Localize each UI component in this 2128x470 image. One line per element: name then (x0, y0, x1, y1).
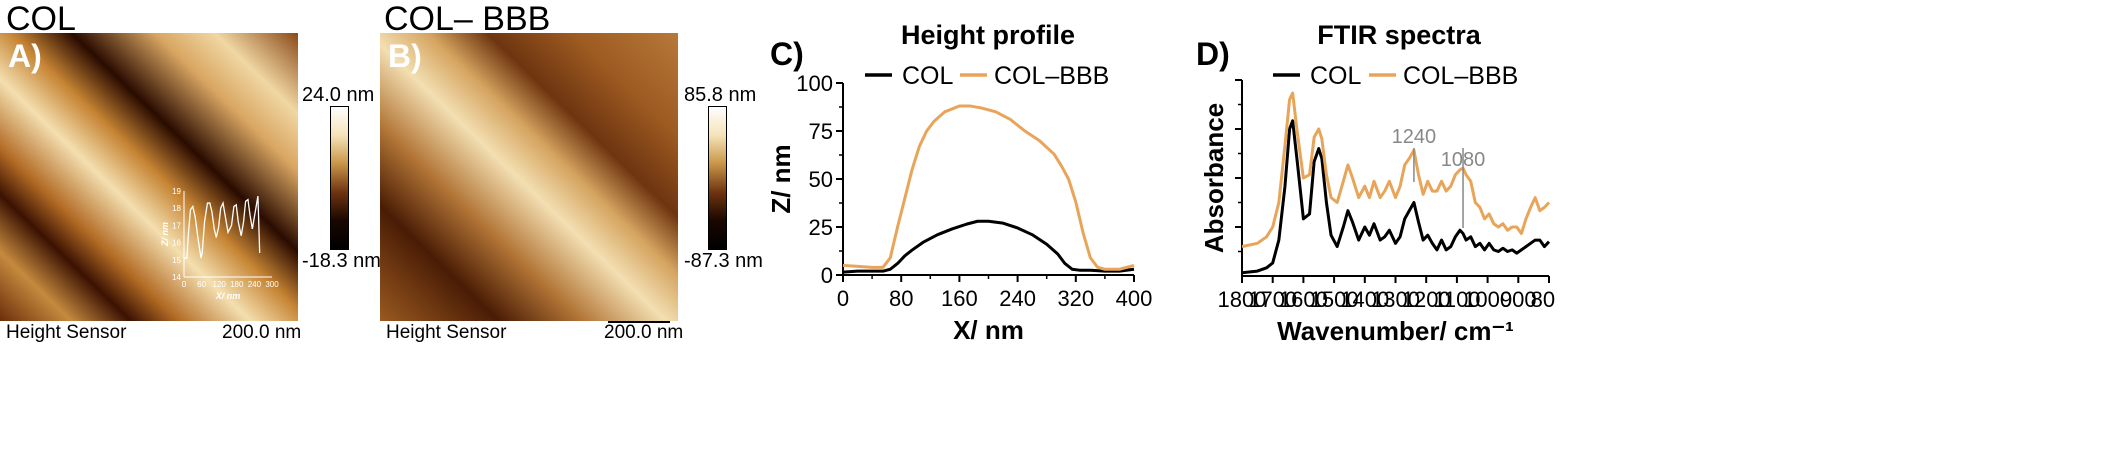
chart-d-x-tick-label: 900 (1500, 287, 1537, 312)
panel-c-letter: C) (770, 36, 804, 72)
chart-c-y-tick-label: 0 (821, 263, 833, 288)
panel-a-colorbar (330, 106, 349, 250)
inset-y-tick-label: 14 (172, 273, 181, 282)
chart-c-series-col (842, 219, 1135, 274)
chart-d-x-tick-label: 800 (1531, 287, 1555, 312)
inset-x-axis-label: X/ nm (215, 291, 241, 301)
chart-d-x-tick-label: 1800 (1218, 287, 1267, 312)
afm-image-col-bbb (380, 33, 678, 321)
chart-c-y-tick-label: 25 (809, 215, 833, 240)
chart-c-y-tick-label: 50 (809, 167, 833, 192)
inset-y-axis-label: Z/ nm (160, 222, 170, 247)
chart-c-x-tick-label: 160 (941, 286, 978, 311)
chart-c-x-tick-label: 400 (1116, 286, 1153, 311)
chart-d-legend-label-col-bbb: COL–BBB (1403, 62, 1518, 90)
inset-y-tick-label: 17 (172, 221, 181, 230)
chart-c-x-tick-label: 0 (837, 286, 849, 311)
chart-d-series-col-bbb (1241, 91, 1551, 249)
chart-d-x-axis-label: Wavenumber/ cm⁻¹ (1277, 316, 1514, 346)
chart-d-x-tick-label: 1500 (1310, 287, 1359, 312)
afm-image-col: 14 15 16 17 18 19 0 60 120 180 240 300 X/ nm Z/ nm (0, 33, 298, 321)
chart-c-title: Height profile (901, 20, 1075, 50)
afm-texture-col-bbb (380, 33, 678, 321)
chart-d-x-tick-label: 1200 (1402, 287, 1451, 312)
panel-a-footer-left: Height Sensor (6, 322, 127, 343)
chart-c-legend-label-col: COL (902, 62, 954, 90)
afm-texture-col (0, 33, 298, 321)
panel-b-colorbar-min: -87.3 nm (684, 250, 763, 272)
panel-a-colorbar-min: -18.3 nm (302, 250, 381, 272)
chart-c-x-tick-label: 320 (1057, 286, 1094, 311)
panel-b-colorbar-max: 85.8 nm (684, 84, 757, 106)
chart-d-legend-label-col: COL (1310, 62, 1362, 90)
chart-d-annotation-label-1240: 1240 (1392, 126, 1437, 148)
inset-y-tick-label: 19 (172, 187, 181, 196)
chart-c-legend-label-col-bbb: COL–BBB (994, 62, 1109, 90)
panel-a-scalebar-label: 200.0 nm (222, 322, 302, 343)
inset-x-tick-label: 300 (265, 280, 279, 289)
inset-y-tick-label: 15 (172, 256, 181, 265)
chart-c-series-col-bbb (842, 104, 1135, 271)
inset-y-tick-label: 16 (172, 239, 181, 248)
height-profile-chart: Height profile 0 25 50 75 100 0 80 160 240 320 400 X… (766, 20, 1153, 345)
panel-a-letter: A) (8, 38, 42, 74)
ftir-spectra-chart: FTIR spectra 1800170016001500140013001200… (1199, 20, 1555, 346)
chart-c-x-axis-label: X/ nm (953, 315, 1024, 345)
inset-x-tick-label: 240 (248, 280, 262, 289)
chart-d-series-col (1241, 119, 1551, 275)
chart-d-x-tick-label: 1000 (1463, 287, 1512, 312)
panel-b-colorbar (708, 106, 727, 250)
inset-profile-line (184, 196, 261, 259)
inset-x-tick-label: 180 (230, 280, 244, 289)
chart-d-title: FTIR spectra (1317, 20, 1482, 50)
chart-d-x-tick-label: 1400 (1340, 287, 1389, 312)
chart-d-x-tick-label: 1300 (1371, 287, 1420, 312)
inset-x-tick-label: 120 (213, 280, 227, 289)
chart-d-y-axis-label: Absorbance (1199, 103, 1229, 253)
chart-d-x-tick-label: 1700 (1248, 287, 1297, 312)
panel-b-scalebar (608, 321, 670, 323)
inset-y-tick-label: 18 (172, 204, 181, 213)
panel-d-letter: D) (1196, 36, 1230, 72)
chart-d-annotation-label-1080: 1080 (1441, 149, 1486, 171)
chart-c-x-tick-label: 80 (889, 286, 913, 311)
chart-d-x-tick-label: 1600 (1279, 287, 1328, 312)
chart-c-y-tick-label: 100 (796, 71, 833, 96)
chart-c-y-tick-label: 75 (809, 119, 833, 144)
panel-b-letter: B) (388, 38, 422, 74)
chart-d-x-tick-label: 1100 (1433, 287, 1480, 312)
panel-a-title: COL (6, 0, 76, 38)
inset-profile-plot: 14 15 16 17 18 19 0 60 120 180 240 300 X/ nm Z/ nm (160, 187, 279, 301)
panel-a-colorbar-max: 24.0 nm (302, 84, 375, 106)
chart-c-y-axis-label: Z/ nm (766, 144, 796, 213)
panel-b-scalebar-label: 200.0 nm (604, 322, 684, 343)
panel-b-title: COL– BBB (384, 0, 551, 38)
inset-x-tick-label: 60 (197, 280, 206, 289)
chart-c-x-tick-label: 240 (999, 286, 1036, 311)
inset-x-tick-label: 0 (182, 280, 187, 289)
panel-b-footer-left: Height Sensor (386, 322, 507, 343)
